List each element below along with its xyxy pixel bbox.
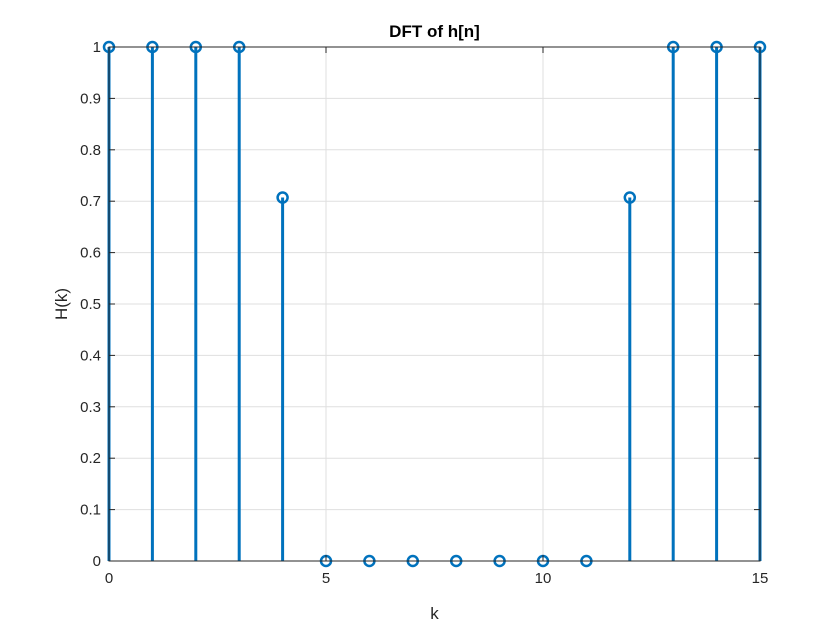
axes <box>108 46 761 562</box>
y-tick-label: 0.7 <box>80 193 101 210</box>
x-tick-label: 10 <box>535 570 552 587</box>
y-tick-label: 0.1 <box>80 502 101 519</box>
y-tick-label: 0.9 <box>80 90 101 107</box>
x-tick-label: 5 <box>322 570 330 587</box>
x-axis-label: k <box>430 604 439 623</box>
stem-marker <box>276 191 289 204</box>
y-tick-label: 0.8 <box>80 142 101 159</box>
y-tick-label: 0.5 <box>80 296 101 313</box>
y-tick-label: 0.2 <box>80 450 101 467</box>
y-tick-label: 0.6 <box>80 245 101 262</box>
y-tick-label: 0.4 <box>80 347 101 364</box>
y-tick-label: 0 <box>93 553 101 570</box>
x-tick-label: 0 <box>105 570 113 587</box>
chart-title: DFT of h[n] <box>389 22 480 41</box>
stem-marker <box>623 191 637 204</box>
y-tick-label: 1 <box>93 39 101 56</box>
y-tick-label: 0.3 <box>80 399 101 416</box>
x-tick-labels: 0 5 10 15 <box>105 570 769 587</box>
y-tick-labels: 0 0.1 0.2 0.3 0.4 0.5 0.6 0.7 0.8 0.9 1 <box>80 39 101 570</box>
x-tick-label: 15 <box>752 570 769 587</box>
y-axis-label: H(k) <box>52 288 71 320</box>
